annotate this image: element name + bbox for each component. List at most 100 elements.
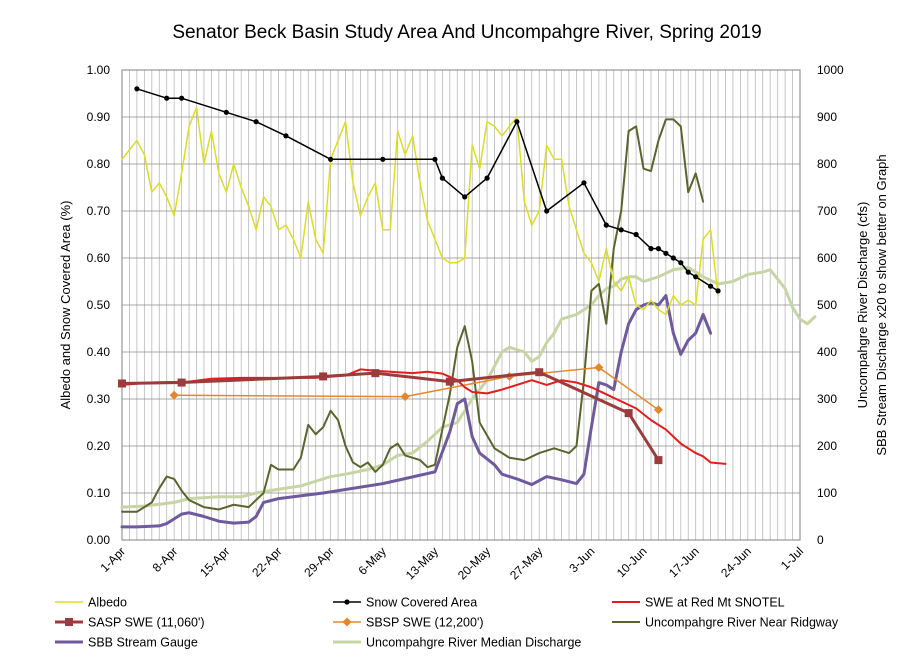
data-point [603, 222, 609, 228]
data-point [179, 95, 185, 101]
data-point [654, 456, 663, 465]
series-line-sbsp-swe-12-200 [173, 366, 660, 411]
y-right-tick-label: 0 [817, 533, 824, 547]
legend-label: SASP SWE (11,060') [88, 616, 205, 630]
legend-label: Albedo [88, 596, 127, 610]
legend-item-swe-at-red-mt-snotel: SWE at Red Mt SNOTEL [612, 596, 785, 610]
grid [121, 69, 801, 541]
legend-marker [65, 618, 73, 626]
data-point [253, 119, 259, 125]
data-point [535, 368, 544, 377]
data-point [177, 378, 186, 387]
series-line-uncompahgre-river-near-ridgway [121, 118, 705, 513]
data-point [624, 409, 633, 418]
data-point [693, 274, 699, 280]
x-tick-label: 27-May [507, 544, 545, 582]
series-line-uncompahgre-river-median-discharge [120, 265, 817, 509]
data-point [648, 246, 654, 252]
y-right-axis-title: Uncompahgre River Discharge (cfs) [855, 202, 870, 409]
y-right-axis-title: SBB Stream Discharge x20 to show better … [874, 154, 889, 455]
legend-label: SWE at Red Mt SNOTEL [645, 596, 785, 610]
data-point [670, 255, 676, 261]
y-left-tick-label: 0.20 [87, 439, 111, 453]
data-point [594, 363, 604, 373]
data-point [663, 250, 669, 256]
series-sbsp-swe-12-200 [169, 363, 663, 415]
data-point [715, 288, 721, 294]
data-point [380, 156, 386, 162]
data-point [134, 86, 140, 92]
y-left-tick-label: 0.90 [87, 110, 111, 124]
data-point [633, 231, 639, 238]
plot-border [121, 69, 801, 541]
y-right-tick-label: 200 [817, 439, 837, 453]
x-tick-label: 24-Jun [718, 544, 754, 580]
axes-layer: 0.00 0.10 0.20 0.30 0.40 0.50 0.60 0.70 0.80 0.90… [58, 63, 889, 582]
series-uncompahgre-river-near-ridgway [121, 118, 705, 513]
x-tick-label: 20-May [455, 544, 493, 582]
y-right-tick-label: 600 [817, 251, 837, 265]
series-line-swe-at-red-mt-snotel [121, 368, 727, 465]
series-line-sasp-swe-11-060 [120, 370, 660, 462]
x-tick-label: 15-Apr [197, 544, 232, 579]
y-left-axis-title: Albedo and Snow Covered Area (%) [58, 201, 73, 410]
y-right-tick-label: 400 [817, 345, 837, 359]
data-point [439, 175, 445, 181]
legend-item-sbb-stream-gauge: SBB Stream Gauge [55, 636, 198, 650]
legend-label: SBSP SWE (12,200') [366, 616, 484, 630]
data-point [400, 392, 410, 402]
series-layer [118, 86, 817, 529]
legend: Albedo Snow Covered Area SWE at Red Mt SNO… [55, 596, 839, 650]
y-right-tick-label: 100 [817, 486, 837, 500]
x-tick-label: 3-Jun [566, 544, 597, 575]
data-point [283, 133, 289, 139]
data-point [685, 269, 691, 275]
x-tick-label: 29-Apr [301, 544, 336, 579]
plot-area [121, 69, 801, 541]
y-left-tick-label: 0.10 [87, 486, 111, 500]
y-left-tick-label: 0.50 [87, 298, 111, 312]
data-point [445, 377, 454, 386]
legend-item-sbsp-swe-12-200: SBSP SWE (12,200') [333, 616, 484, 630]
x-tick-label: 8-Apr [150, 544, 181, 575]
legend-label: Uncompahgre River Median Discharge [366, 636, 581, 650]
legend-item-sasp-swe-11-060: SASP SWE (11,060') [55, 616, 205, 630]
data-point [164, 95, 170, 101]
legend-marker [344, 599, 350, 605]
data-point [118, 379, 126, 388]
data-point [328, 156, 334, 162]
y-left-tick-label: 0.40 [87, 345, 111, 359]
legend-label: Snow Covered Area [366, 596, 477, 610]
data-point [707, 283, 714, 289]
x-tick-label: 13-May [403, 544, 441, 582]
series-uncompahgre-river-median-discharge [120, 265, 817, 509]
data-point [618, 227, 624, 233]
x-tick-label: 22-Apr [249, 544, 284, 579]
series-swe-at-red-mt-snotel [121, 368, 727, 465]
data-point [544, 208, 550, 214]
legend-item-uncompahgre-river-near-ridgway: Uncompahgre River Near Ridgway [612, 616, 839, 630]
y-left-tick-label: 0.80 [87, 157, 111, 171]
legend-item-uncompahgre-river-median-discharge: Uncompahgre River Median Discharge [333, 636, 581, 650]
series-sasp-swe-11-060 [118, 368, 663, 465]
legend-marker [342, 617, 352, 627]
data-point [514, 119, 520, 125]
legend-item-snow-covered-area: Snow Covered Area [333, 596, 477, 610]
data-point [678, 260, 684, 266]
y-left-tick-label: 0.70 [87, 204, 111, 218]
legend-label: SBB Stream Gauge [88, 636, 198, 650]
data-point [581, 180, 587, 186]
data-point [655, 246, 662, 252]
data-point [653, 405, 663, 415]
x-tick-label: 1-Apr [97, 544, 128, 575]
y-left-tick-label: 1.00 [87, 63, 111, 77]
x-tick-label: 17-Jun [666, 544, 702, 580]
data-point [223, 109, 229, 115]
data-point [484, 175, 490, 181]
y-right-tick-label: 500 [817, 298, 837, 312]
series-snow-covered-area [134, 86, 721, 294]
y-left-tick-label: 0.30 [87, 392, 111, 406]
data-point [462, 194, 468, 200]
y-right-tick-label: 900 [817, 110, 837, 124]
